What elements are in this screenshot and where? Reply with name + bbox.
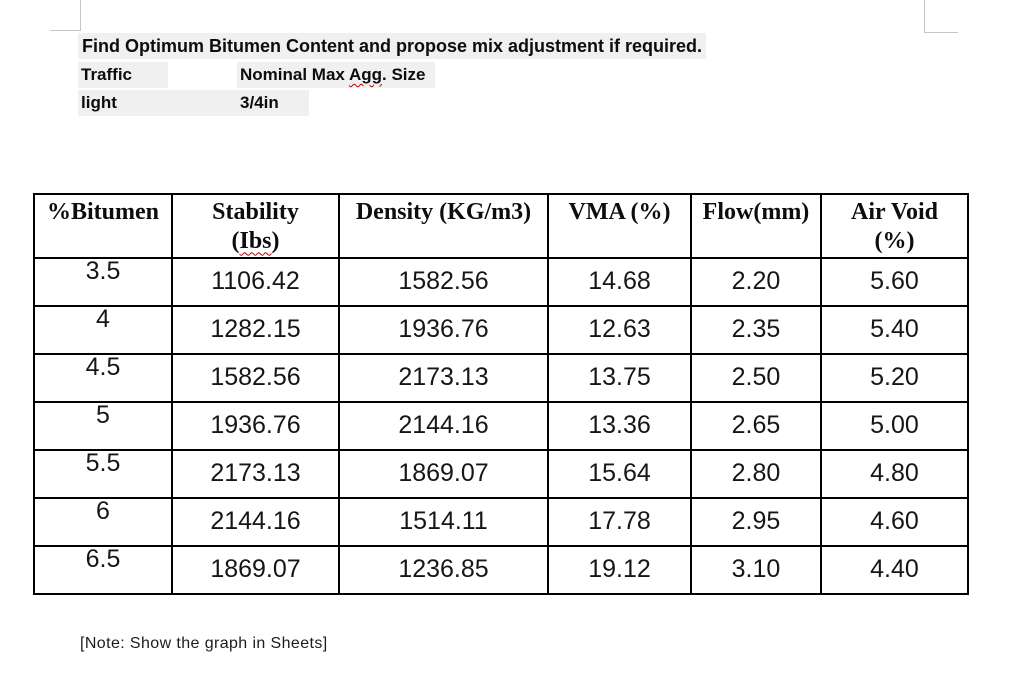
airvoid-label-line2: (%) bbox=[874, 228, 915, 255]
col-header-airvoid: Air Void (%) bbox=[820, 193, 969, 259]
table-cell: 2.20 bbox=[690, 256, 822, 307]
page-margin-mark-top-left-vertical bbox=[80, 0, 81, 30]
table-cell: 13.36 bbox=[547, 400, 692, 451]
stability-unit-open: ( bbox=[231, 228, 240, 255]
table-cell: 2144.16 bbox=[338, 400, 549, 451]
table-row: 5 1936.76 2144.16 13.36 2.65 5.00 bbox=[33, 400, 969, 451]
table-cell: 3.10 bbox=[690, 544, 822, 595]
table-cell: 4.40 bbox=[820, 544, 969, 595]
table-cell: 2.35 bbox=[690, 304, 822, 355]
traffic-value: light bbox=[81, 93, 117, 112]
table-cell: 4.5 bbox=[33, 352, 173, 403]
table-row: 5.5 2173.13 1869.07 15.64 2.80 4.80 bbox=[33, 448, 969, 499]
table-cell: 1869.07 bbox=[171, 544, 340, 595]
table-cell: 5.5 bbox=[33, 448, 173, 499]
airvoid-label-line1: Air Void bbox=[851, 199, 938, 225]
table-row: 3.5 1106.42 1582.56 14.68 2.20 5.60 bbox=[33, 256, 969, 307]
table-cell: 13.75 bbox=[547, 352, 692, 403]
col-header-vma: VMA (%) bbox=[547, 193, 692, 259]
ibs-misspelling-squiggle: Ibs bbox=[239, 228, 272, 255]
table-cell: 1582.56 bbox=[338, 256, 549, 307]
table-cell: 5.60 bbox=[820, 256, 969, 307]
table-row: 4.5 1582.56 2173.13 13.75 2.50 5.20 bbox=[33, 352, 969, 403]
table-cell: 17.78 bbox=[547, 496, 692, 547]
table-cell: 4.60 bbox=[820, 496, 969, 547]
table-row: 4 1282.15 1936.76 12.63 2.35 5.40 bbox=[33, 304, 969, 355]
graph-note: [Note: Show the graph in Sheets] bbox=[80, 635, 328, 652]
table-cell: 19.12 bbox=[547, 544, 692, 595]
table-cell: 1514.11 bbox=[338, 496, 549, 547]
table-row: 6.5 1869.07 1236.85 19.12 3.10 4.40 bbox=[33, 544, 969, 595]
table-cell: 2144.16 bbox=[171, 496, 340, 547]
table-cell: 2173.13 bbox=[338, 352, 549, 403]
col-header-density: Density (KG/m3) bbox=[338, 193, 549, 259]
table-cell: 1936.76 bbox=[171, 400, 340, 451]
col-header-flow: Flow(mm) bbox=[690, 193, 822, 259]
table-header-row: %Bitumen Stability (Ibs) Density (KG/m3)… bbox=[33, 193, 969, 259]
page-margin-mark-top-right-vertical bbox=[924, 0, 925, 32]
table-cell: 14.68 bbox=[547, 256, 692, 307]
table-cell: 5.00 bbox=[820, 400, 969, 451]
table-cell: 2.80 bbox=[690, 448, 822, 499]
agg-label-suffix: . Size bbox=[382, 65, 426, 84]
table-cell: 4 bbox=[33, 304, 173, 355]
table-cell: 15.64 bbox=[547, 448, 692, 499]
table-cell: 1106.42 bbox=[171, 256, 340, 307]
table-cell: 5 bbox=[33, 400, 173, 451]
table-cell: 1869.07 bbox=[338, 448, 549, 499]
col-header-bitumen: %Bitumen bbox=[33, 193, 173, 259]
table-cell: 6.5 bbox=[33, 544, 173, 595]
stability-label-line2: (Ibs) bbox=[173, 227, 338, 256]
table-cell: 2173.13 bbox=[171, 448, 340, 499]
page-margin-mark-top-right-horizontal bbox=[924, 32, 958, 33]
table-cell: 1236.85 bbox=[338, 544, 549, 595]
document-title: Find Optimum Bitumen Content and propose… bbox=[78, 33, 707, 59]
table-cell: 4.80 bbox=[820, 448, 969, 499]
table-cell: 1936.76 bbox=[338, 304, 549, 355]
page-margin-mark-top-left-horizontal bbox=[50, 30, 81, 31]
table-cell: 5.40 bbox=[820, 304, 969, 355]
agg-misspelling-squiggle: Agg bbox=[348, 65, 382, 84]
stability-label-line1: Stability bbox=[212, 199, 299, 225]
stability-unit-close: ) bbox=[271, 228, 280, 255]
traffic-agg-values-line: light 3/4in bbox=[78, 90, 309, 116]
table-cell: 5.20 bbox=[820, 352, 969, 403]
table-cell: 2.95 bbox=[690, 496, 822, 547]
table-cell: 3.5 bbox=[33, 256, 173, 307]
traffic-label: Traffic bbox=[78, 62, 168, 88]
table-cell: 2.50 bbox=[690, 352, 822, 403]
nominal-max-agg-size-label: Nominal Max Agg. Size bbox=[237, 62, 436, 88]
table-cell: 6 bbox=[33, 496, 173, 547]
table-row: 6 2144.16 1514.11 17.78 2.95 4.60 bbox=[33, 496, 969, 547]
agg-size-value: 3/4in bbox=[240, 93, 279, 112]
col-header-stability: Stability (Ibs) bbox=[171, 193, 340, 259]
table-cell: 12.63 bbox=[547, 304, 692, 355]
bitumen-results-table: %Bitumen Stability (Ibs) Density (KG/m3)… bbox=[33, 193, 969, 595]
table-cell: 1582.56 bbox=[171, 352, 340, 403]
table-cell: 2.65 bbox=[690, 400, 822, 451]
agg-label-prefix: Nominal Max bbox=[240, 65, 349, 84]
table-cell: 1282.15 bbox=[171, 304, 340, 355]
